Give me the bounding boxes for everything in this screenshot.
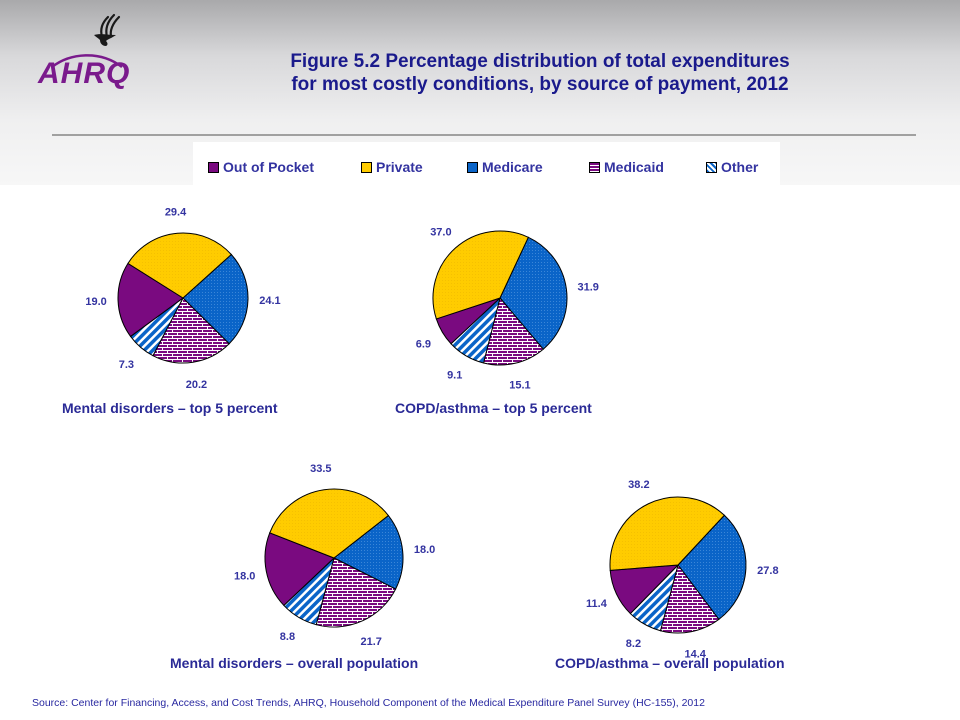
pie-chart-copd-overall: 27.8 14.4 8.2 11.4 38.2 bbox=[586, 479, 779, 660]
data-label-medicare: 31.9 bbox=[578, 281, 599, 293]
data-label-out-of-pocket: 11.4 bbox=[586, 598, 608, 610]
data-label-private: 29.4 bbox=[165, 206, 187, 218]
pie-chart-mental-overall: 18.0 21.7 8.8 18.0 33.5 bbox=[234, 463, 435, 648]
legend-label: Private bbox=[376, 159, 423, 175]
data-label-medicare: 27.8 bbox=[757, 565, 778, 577]
data-label-out-of-pocket: 6.9 bbox=[416, 338, 431, 350]
legend-item-medicaid: Medicaid bbox=[589, 159, 664, 175]
pie-chart-mental-top5: 24.1 20.2 7.3 19.0 29.4 bbox=[85, 206, 280, 391]
title-line-1: Figure 5.2 Percentage distribution of to… bbox=[290, 51, 790, 72]
legend-label: Out of Pocket bbox=[223, 159, 315, 175]
chart-title-mental-top5: Mental disorders – top 5 percent bbox=[62, 400, 278, 416]
pie-slice-out-of-pocket bbox=[117, 262, 184, 338]
chart-title-mental-overall: Mental disorders – overall population bbox=[170, 655, 419, 671]
data-label-other: 8.8 bbox=[280, 631, 295, 643]
pie-slice-out-of-pocket bbox=[264, 532, 335, 607]
data-label-medicare: 24.1 bbox=[259, 295, 280, 307]
data-label-private: 37.0 bbox=[430, 226, 451, 238]
hhs-eagle-icon bbox=[51, 13, 123, 69]
pie-slice-medicare bbox=[677, 514, 747, 621]
pie-slice-medicare bbox=[333, 514, 404, 590]
data-label-other: 7.3 bbox=[119, 359, 134, 371]
data-label-medicare: 18.0 bbox=[414, 544, 435, 556]
legend-item-private: Private bbox=[361, 159, 423, 175]
ahrq-logo-text: AHRQ bbox=[38, 57, 131, 90]
pie-slice-private bbox=[127, 232, 233, 299]
ahrq-logo: AHRQ bbox=[30, 5, 150, 100]
legend-label: Medicare bbox=[482, 159, 543, 175]
pie-slice-private bbox=[609, 496, 726, 571]
chart-legend: Out of Pocket Private Medicare Medicaid … bbox=[193, 142, 780, 185]
data-label-medicaid: 14.4 bbox=[684, 648, 706, 660]
data-label-private: 33.5 bbox=[310, 463, 331, 475]
legend-swatch-medicare bbox=[467, 161, 478, 173]
data-label-other: 9.1 bbox=[447, 370, 462, 382]
page-title: Figure 5.2 Percentage distribution of to… bbox=[240, 50, 840, 96]
legend-swatch-out-of-pocket bbox=[208, 161, 219, 173]
pie-slice-medicare bbox=[182, 253, 249, 345]
legend-item-medicare: Medicare bbox=[467, 159, 543, 175]
data-label-medicaid: 21.7 bbox=[361, 636, 382, 648]
legend-item-out-of-pocket: Out of Pocket bbox=[208, 159, 314, 175]
data-label-medicaid: 20.2 bbox=[186, 379, 207, 391]
legend-label: Other bbox=[721, 159, 759, 175]
data-label-private: 38.2 bbox=[628, 479, 649, 491]
pie-slice-medicare bbox=[499, 236, 568, 350]
data-label-out-of-pocket: 19.0 bbox=[85, 296, 106, 308]
chart-title-copd-top5: COPD/asthma – top 5 percent bbox=[395, 400, 592, 416]
header-divider bbox=[52, 134, 916, 136]
data-label-out-of-pocket: 18.0 bbox=[234, 570, 255, 582]
source-note: Source: Center for Financing, Access, an… bbox=[32, 697, 705, 709]
data-label-medicaid: 15.1 bbox=[509, 380, 530, 392]
pie-chart-copd-top5: 31.9 15.1 9.1 6.9 37.0 bbox=[416, 226, 599, 391]
legend-swatch-other bbox=[706, 161, 717, 173]
pie-slice-medicaid bbox=[659, 563, 720, 634]
title-line-2: for most costly conditions, by source of… bbox=[291, 74, 789, 95]
legend-label: Medicaid bbox=[604, 159, 664, 175]
pie-slice-private bbox=[432, 230, 529, 320]
data-label-other: 8.2 bbox=[626, 638, 641, 650]
legend-item-other: Other bbox=[706, 159, 758, 175]
pie-slice-private bbox=[269, 488, 390, 559]
chart-title-copd-overall: COPD/asthma – overall population bbox=[555, 655, 785, 671]
legend-swatch-medicaid bbox=[589, 161, 600, 173]
pie-slice-medicaid bbox=[315, 557, 397, 628]
legend-swatch-private bbox=[361, 161, 372, 173]
pie-slice-medicaid bbox=[482, 296, 544, 366]
pie-slice-medicaid bbox=[152, 297, 230, 364]
